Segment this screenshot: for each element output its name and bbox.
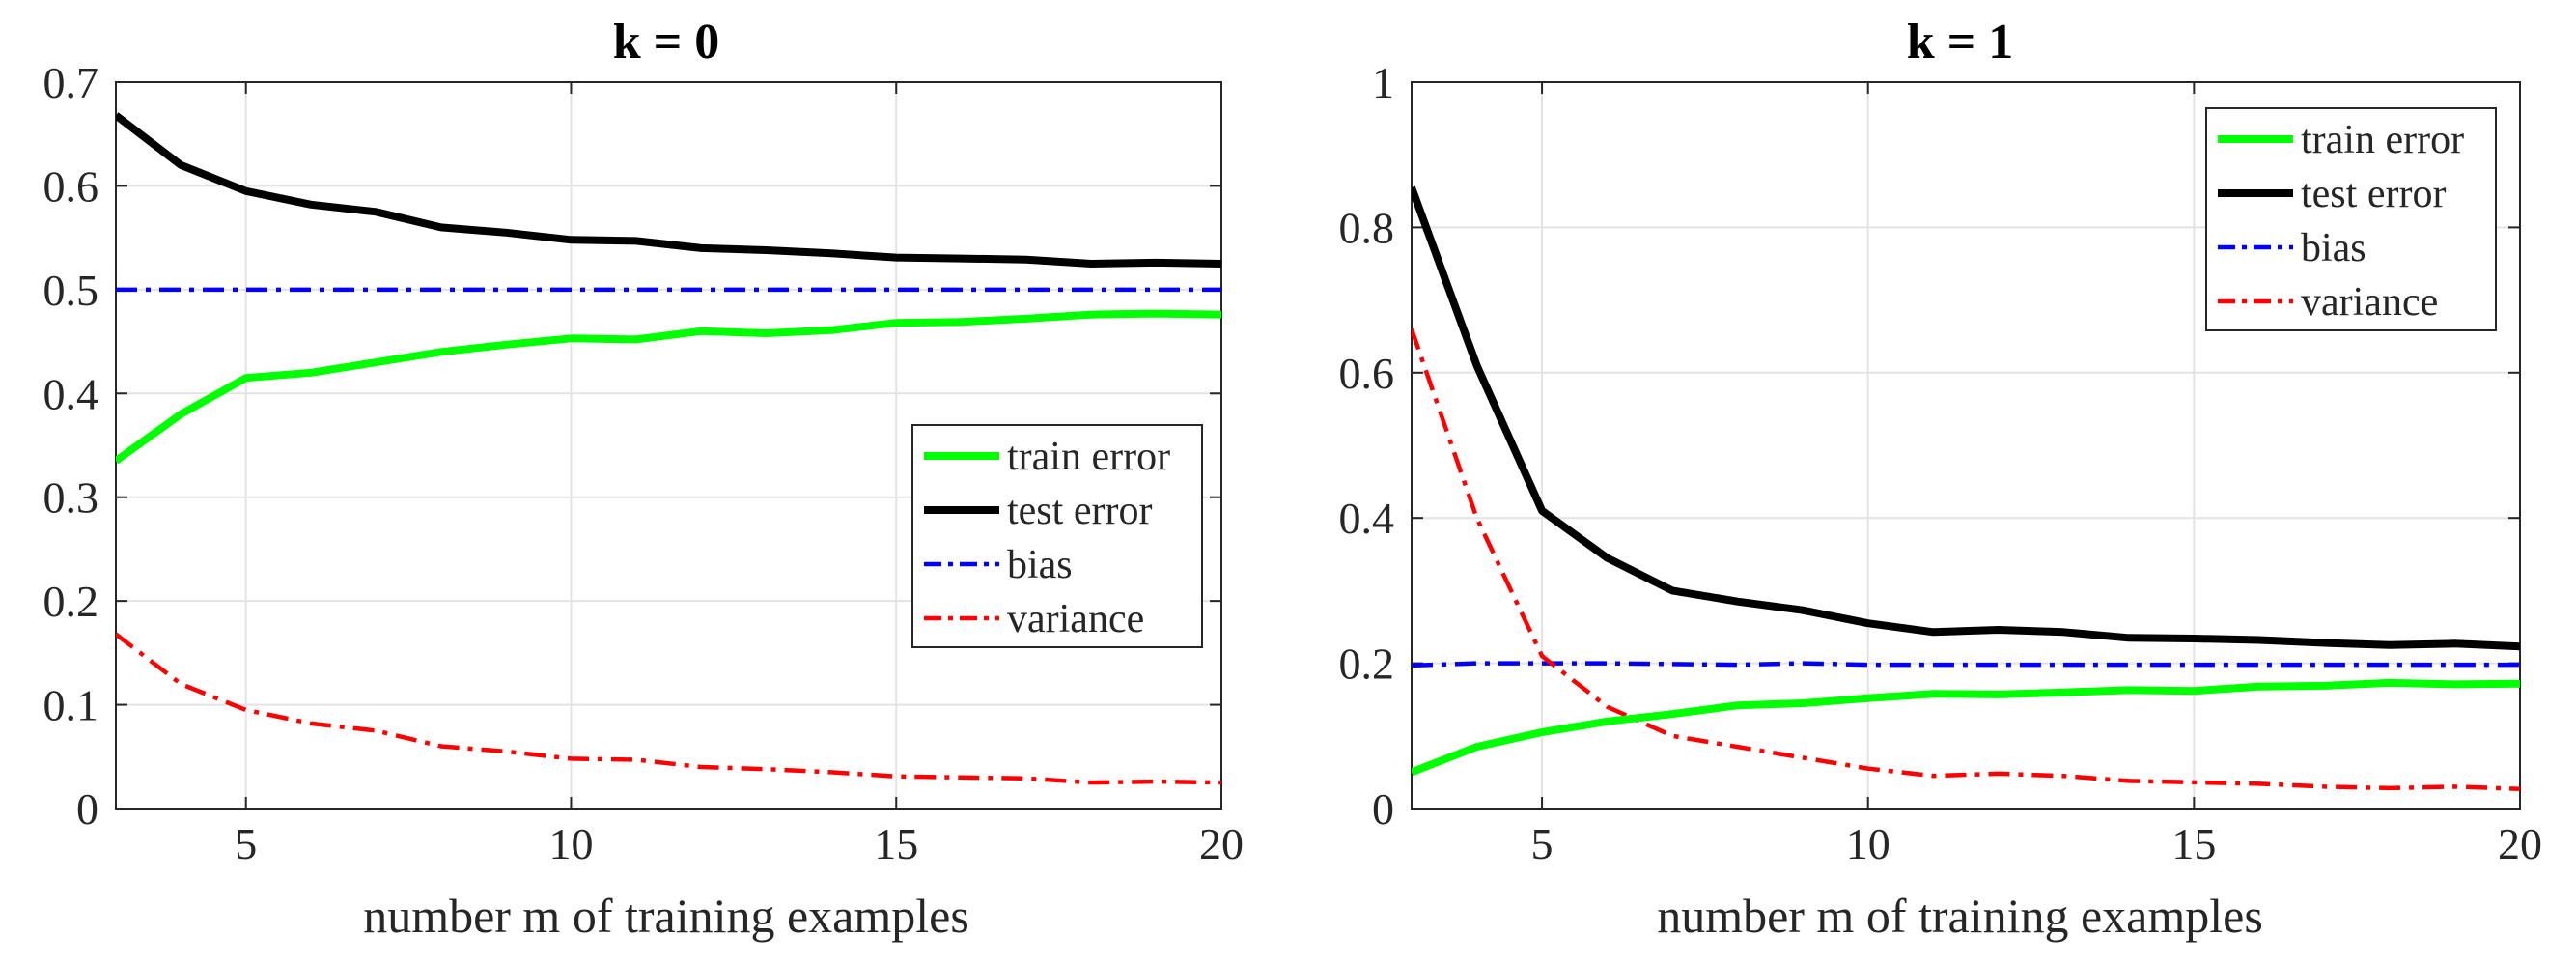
legend: train error test error bias variance [2205,107,2497,331]
x-tick-label: 15 [874,819,918,868]
x-axis-label: number m of training examples [1657,889,2263,943]
chart-k1: k = 1 number m of training examples 5 10 1… [1339,14,2543,943]
y-tick-label: 0 [76,784,98,834]
x-tick-label: 10 [548,819,593,868]
legend-label: variance [2301,280,2438,325]
legend-box [911,424,1203,648]
y-tick-label: 0.8 [1339,203,1395,252]
chart-k0: k = 0 number m of training examples 5 10 1… [43,14,1245,943]
series-line-train-error [116,309,1221,465]
series-line-bias [1412,661,2520,668]
y-tick-label: 0.2 [1339,639,1395,689]
legend-label: train error [2301,118,2464,162]
y-tick-label: 0.4 [43,369,99,418]
series-line-train-error [1412,678,2520,777]
axes-frame [1411,81,2521,810]
legend-label: bias [2301,226,2366,270]
legend-label: test error [1007,489,1152,533]
series-line-test-error [1412,185,2520,651]
y-tick-label: 0.1 [43,681,99,730]
y-tick-label: 0.5 [43,266,99,315]
legend-box [2205,107,2497,331]
chart-title: k = 1 [1907,14,2014,70]
y-tick-label: 0.6 [43,161,99,211]
x-tick-label: 5 [1531,819,1554,868]
legend-label: train error [1007,435,1170,479]
y-tick-label: 1 [1372,58,1394,107]
x-tick-label: 5 [235,819,257,868]
x-tick-label: 20 [2498,819,2542,868]
x-tick-label: 15 [2171,819,2216,868]
y-tick-label: 0.3 [43,473,99,523]
x-tick-label: 10 [1846,819,1890,868]
legend-label: test error [2301,172,2446,216]
y-tick-label: 0.7 [43,58,99,107]
legend-label: bias [1007,543,1073,587]
y-tick-label: 0.4 [1339,494,1395,543]
x-tick-label: 20 [1199,819,1244,868]
legend-label: variance [1007,597,1144,641]
x-axis-label: number m of training examples [363,889,969,943]
series-line-test-error [116,112,1221,268]
axes-frame [115,81,1222,810]
y-tick-label: 0 [1372,784,1394,834]
legend: train error test error bias variance [911,424,1203,648]
y-tick-label: 0.2 [43,577,99,626]
series-line-variance [1412,327,2520,791]
y-tick-label: 0.6 [1339,349,1395,398]
series-line-variance [116,632,1221,785]
chart-title: k = 0 [613,14,720,70]
